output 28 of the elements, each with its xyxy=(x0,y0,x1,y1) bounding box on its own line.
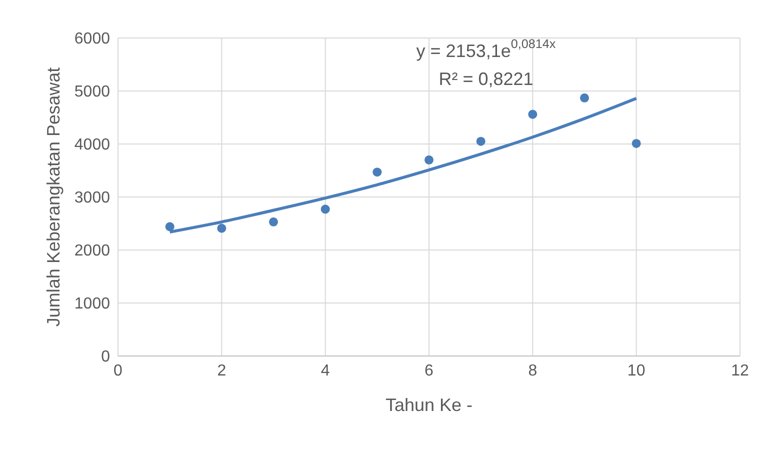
point xyxy=(528,110,538,119)
point xyxy=(165,222,174,232)
x-tick-label: 10 xyxy=(627,362,646,380)
x-tick-label: 2 xyxy=(217,362,226,380)
y-tick-label: 5000 xyxy=(74,84,110,101)
point xyxy=(424,155,434,164)
y-axis-title: Jumlah Keberangkatan Pesawat xyxy=(43,67,64,327)
x-tick-label: 4 xyxy=(320,362,330,380)
y-tick-label: 1000 xyxy=(74,296,110,313)
point xyxy=(476,136,486,146)
point xyxy=(268,217,278,226)
y-tick-label: 2000 xyxy=(74,242,110,260)
y-tick-label: 6000 xyxy=(74,30,110,48)
x-tick-label: 12 xyxy=(731,362,749,380)
y-tick-label: 3000 xyxy=(74,190,110,207)
x-axis-title: Tahun Ke - xyxy=(385,395,473,415)
y-tick-label: 0 xyxy=(101,348,110,366)
point xyxy=(580,93,590,102)
point xyxy=(372,168,382,177)
x-tick-label: 0 xyxy=(114,362,123,380)
y-tick-label: 4000 xyxy=(74,136,110,154)
annotation: y = 2153,1e$^{0,0814x}$ xyxy=(416,37,556,61)
point xyxy=(217,224,226,233)
annotation: R² = 0,8221 xyxy=(438,68,534,89)
x-tick-label: 6 xyxy=(424,362,434,380)
point xyxy=(632,138,641,148)
point xyxy=(320,204,330,214)
x-tick-label: 8 xyxy=(528,362,538,380)
